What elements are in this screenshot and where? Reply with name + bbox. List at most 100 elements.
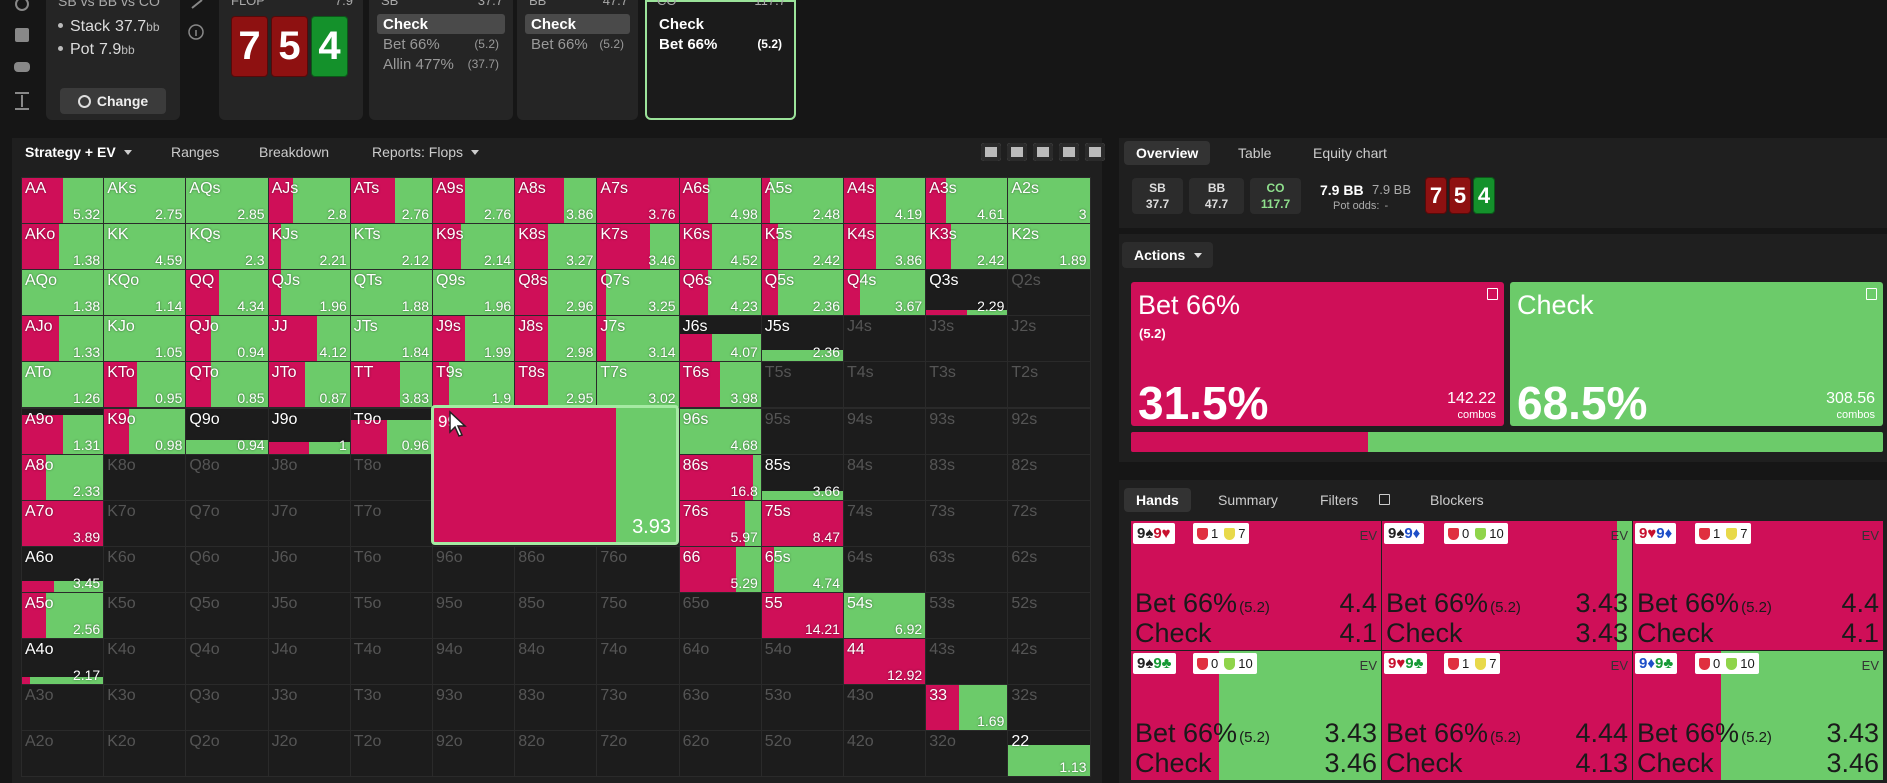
hand-cell[interactable]: 4.98 A6s bbox=[678, 176, 762, 225]
hand-cell[interactable]: J2o bbox=[267, 730, 351, 778]
hand-cell[interactable]: 1.14 KQo bbox=[103, 269, 187, 317]
overview-tab[interactable]: Equity chart bbox=[1313, 145, 1387, 161]
hand-cell[interactable]: 5.32 AA bbox=[20, 176, 105, 225]
hand-cell[interactable]: 4.34 QQ bbox=[185, 269, 269, 317]
hand-cell[interactable]: 75o bbox=[596, 591, 680, 639]
hand-cell[interactable]: K8o bbox=[103, 453, 187, 501]
hand-cell[interactable]: 1.99 J9s bbox=[431, 315, 516, 363]
player-action[interactable]: Allin 477% (37.7) bbox=[377, 54, 505, 74]
hand-cell[interactable]: 62s bbox=[1007, 545, 1091, 593]
hand-cell[interactable]: K3o bbox=[103, 684, 187, 732]
hand-cell[interactable]: 1.26 ATo bbox=[20, 361, 105, 409]
hand-cell[interactable]: T6o bbox=[349, 545, 433, 593]
hand-cell[interactable]: 2.36 J5s bbox=[760, 315, 844, 363]
hand-cell[interactable]: 92o bbox=[431, 730, 516, 778]
hand-cell[interactable]: 63s bbox=[925, 545, 1009, 593]
hand-cell[interactable]: 0.98 K9o bbox=[103, 407, 187, 455]
hand-cell[interactable]: 0.87 JTo bbox=[267, 361, 351, 409]
hand-cell[interactable]: 4.23 Q6s bbox=[678, 269, 762, 317]
hand-cell[interactable]: Q7o bbox=[185, 499, 269, 547]
hand-cell[interactable]: 4.52 K6s bbox=[678, 223, 762, 271]
hand-cell[interactable]: 1.96 Q9s bbox=[431, 269, 516, 317]
hand-cell[interactable]: Q2s bbox=[1007, 269, 1091, 317]
hand-cell[interactable]: 53s bbox=[925, 591, 1009, 639]
hand-cell[interactable]: 1.69 33 bbox=[925, 684, 1009, 732]
hand-cell[interactable]: 42s bbox=[1007, 637, 1091, 686]
hand-cell[interactable]: T8o bbox=[349, 453, 433, 501]
overview-tab[interactable]: Table bbox=[1238, 145, 1272, 161]
hand-cell[interactable]: 73s bbox=[925, 499, 1009, 547]
change-button[interactable]: Change bbox=[60, 88, 166, 114]
hand-cell[interactable]: T4s bbox=[842, 361, 927, 409]
hand-cell[interactable]: 94s bbox=[842, 407, 927, 455]
hand-cell[interactable]: Q4o bbox=[185, 637, 269, 686]
hands-tab[interactable]: Hands bbox=[1124, 488, 1191, 512]
hand-cell[interactable]: 0.95 KTo bbox=[103, 361, 187, 409]
hand-cell[interactable]: 3.89 A7o bbox=[20, 499, 105, 547]
hand-cell[interactable]: 3.86 A8s bbox=[514, 176, 598, 225]
hand-cell[interactable]: 43s bbox=[925, 637, 1009, 686]
hand-cell[interactable]: 0.85 QTo bbox=[185, 361, 269, 409]
player-action[interactable]: Bet 66% (5.2) bbox=[525, 34, 630, 54]
hand-cell[interactable]: 84o bbox=[514, 637, 598, 686]
hand-cell[interactable]: 2.42 K3s bbox=[925, 223, 1009, 271]
hand-cell[interactable]: T2o bbox=[349, 730, 433, 778]
hand-cell[interactable]: 64s bbox=[842, 545, 927, 593]
hand-cell[interactable]: 86o bbox=[514, 545, 598, 593]
hand-cell[interactable]: Q6o bbox=[185, 545, 269, 593]
hand-cell[interactable]: 3.27 K8s bbox=[514, 223, 598, 271]
hand-cell[interactable]: 93o bbox=[431, 684, 516, 732]
hand-cell[interactable]: 2.56 A5o bbox=[20, 591, 105, 639]
hand-cell[interactable]: 1.89 K2s bbox=[1007, 223, 1091, 271]
hand-cell[interactable]: 2.95 T8s bbox=[514, 361, 598, 409]
hand-cell[interactable]: 1.05 KJo bbox=[103, 315, 187, 363]
player-panel[interactable]: BB 47.7 Check Bet 66% (5.2) bbox=[517, 0, 638, 120]
hand-cell[interactable]: J3s bbox=[925, 315, 1009, 363]
hand-cell[interactable]: 73o bbox=[596, 684, 680, 732]
strategy-tab[interactable]: Ranges bbox=[171, 144, 220, 160]
hand-cell[interactable]: K6o bbox=[103, 545, 187, 593]
hand-cell[interactable]: 2.76 A9s bbox=[431, 176, 516, 225]
hands-tab[interactable]: Summary bbox=[1218, 492, 1278, 508]
hand-cell[interactable]: 1 J9o bbox=[267, 407, 351, 455]
hand-cell[interactable]: 1.9 T9s bbox=[431, 361, 516, 409]
view-icon[interactable] bbox=[1059, 143, 1079, 161]
hand-cell[interactable]: 3.25 Q7s bbox=[596, 269, 680, 317]
hand-cell[interactable]: 65o bbox=[678, 591, 762, 639]
hands-tab[interactable]: Filters bbox=[1320, 492, 1359, 508]
hand-card[interactable]: 9♥ 9♦ 1 7 EV Bet 66% (5.2) 4.4 Check 4.1 bbox=[1632, 520, 1884, 651]
hand-cell[interactable]: 12.92 44 bbox=[842, 637, 927, 686]
player-action[interactable]: Check bbox=[525, 14, 630, 34]
hand-cell[interactable]: Q2o bbox=[185, 730, 269, 778]
hand-cell[interactable]: 72s bbox=[1007, 499, 1091, 547]
hand-cell[interactable]: 95o bbox=[431, 591, 516, 639]
player-action[interactable]: Bet 66% (5.2) bbox=[377, 34, 505, 54]
hand-cell[interactable]: 4.19 A4s bbox=[842, 176, 927, 225]
hand-card[interactable]: 9♠ 9♦ 0 10 EV Bet 66% (5.2) 3.43 Check 3.43 bbox=[1381, 520, 1633, 651]
hand-cell[interactable]: 2.3 KQs bbox=[185, 223, 269, 271]
hand-cell[interactable]: 83o bbox=[514, 684, 598, 732]
hand-cell[interactable]: J4o bbox=[267, 637, 351, 686]
hand-cell[interactable]: 93s bbox=[925, 407, 1009, 455]
action-box[interactable]: Bet 66% (5.2) 31.5% 142.22 combos bbox=[1131, 282, 1504, 429]
hand-cell[interactable]: 3.83 TT bbox=[349, 361, 433, 409]
hand-cell[interactable]: 2.42 K5s bbox=[760, 223, 844, 271]
hands-tab[interactable]: Blockers bbox=[1430, 492, 1484, 508]
hand-cell[interactable]: 3.76 A7s bbox=[596, 176, 680, 225]
hand-cell[interactable]: 3.66 85s bbox=[760, 453, 844, 501]
hand-cell[interactable]: 43o bbox=[842, 684, 927, 732]
hand-cell[interactable]: 53o bbox=[760, 684, 844, 732]
hand-cell[interactable]: 52s bbox=[1007, 591, 1091, 639]
hand-cell[interactable]: 1.13 22 bbox=[1007, 730, 1091, 778]
player-action[interactable]: Check bbox=[653, 14, 788, 34]
hand-cell[interactable]: 1.33 AJo bbox=[20, 315, 105, 363]
hand-card[interactable]: 9♠ 9♥ 1 7 EV Bet 66% (5.2) 4.4 Check 4.1 bbox=[1130, 520, 1382, 651]
strategy-tab[interactable]: Reports: Flops bbox=[372, 144, 464, 160]
hand-cell[interactable]: 4.07 J6s bbox=[678, 315, 762, 363]
hand-cell[interactable]: 2.17 A4o bbox=[20, 637, 105, 686]
hand-cell[interactable]: 85o bbox=[514, 591, 598, 639]
hand-cell[interactable]: 82s bbox=[1007, 453, 1091, 501]
hand-cell[interactable]: K5o bbox=[103, 591, 187, 639]
hand-cell[interactable]: 84s bbox=[842, 453, 927, 501]
hand-cell[interactable]: 6.92 54s bbox=[842, 591, 927, 639]
